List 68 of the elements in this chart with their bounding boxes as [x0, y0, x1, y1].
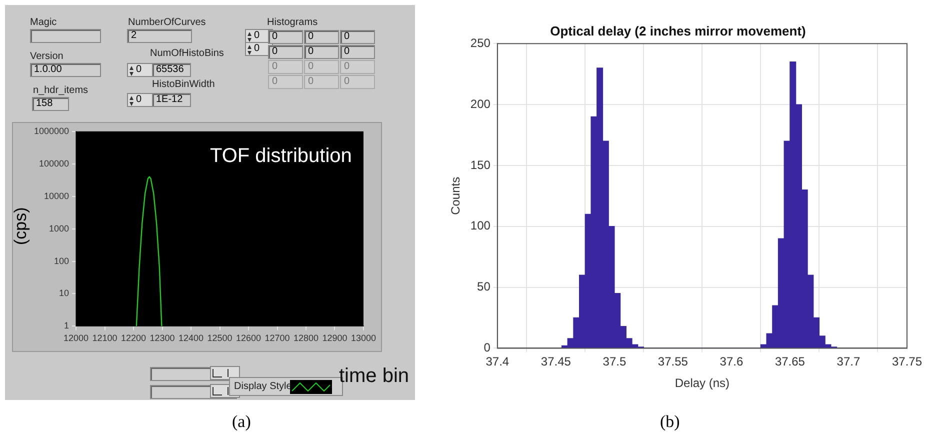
- text: 0: [245, 42, 273, 56]
- text: Histograms: [267, 17, 318, 28]
- text: (b): [660, 412, 680, 432]
- text: 0: [340, 75, 375, 89]
- y-tick-label: 100: [470, 218, 491, 233]
- text: 0: [127, 93, 155, 107]
- x-tick-label: 12000: [64, 333, 89, 344]
- y-axis-title: (cps): [11, 207, 31, 245]
- x-tick-label: 12600: [236, 333, 262, 344]
- x-axis-title: Delay (ns): [674, 376, 730, 390]
- y-tick-label: 100000: [38, 158, 70, 168]
- y-tick-label: 10: [59, 288, 70, 298]
- text: 0: [304, 45, 339, 59]
- y-axis-title: Counts: [448, 176, 463, 215]
- x-tick-label: 13000: [350, 333, 376, 344]
- text: 0: [304, 30, 339, 44]
- y-tick-label: 100: [54, 256, 70, 266]
- x-axis-title: time bin: [339, 365, 410, 388]
- x-tick-label: 37.55: [658, 354, 688, 369]
- text: NumOfHistoBins: [150, 48, 224, 59]
- text: 0: [340, 60, 375, 74]
- x-tick-label: 12700: [264, 333, 290, 344]
- x-tick-label: 37.6: [720, 354, 744, 369]
- x-tick-label: 12500: [207, 333, 232, 344]
- x-tick-label: 37.45: [540, 354, 572, 369]
- text: 0: [304, 75, 339, 89]
- text: 0: [268, 75, 303, 89]
- x-tick-label: 12200: [121, 333, 146, 344]
- y-tick-label: 250: [470, 36, 491, 50]
- text: 65536: [152, 63, 191, 77]
- y-tick-label: 1000000: [34, 126, 70, 136]
- y-tick-label: 150: [470, 158, 491, 172]
- annotation: TOF distribution: [210, 145, 352, 168]
- text: NumberOfCurves: [128, 17, 206, 28]
- x-tick-label: 37.5: [602, 354, 626, 369]
- y-tick-label: 10000: [44, 190, 70, 201]
- y-tick-label: 1: [64, 320, 70, 331]
- text: Magic: [30, 17, 57, 28]
- y-tick-label: 0: [484, 340, 491, 355]
- text: 0: [245, 29, 273, 43]
- y-tick-label: 1000: [49, 223, 70, 234]
- text: 0: [268, 45, 303, 59]
- x-tick-label: 37.7: [836, 354, 860, 369]
- text: 0: [340, 30, 375, 44]
- x-tick-label: 37.75: [892, 354, 922, 369]
- text: n_hdr_items: [33, 85, 88, 96]
- chart-title: Optical delay (2 inches mirror movement): [550, 23, 806, 38]
- text: HistoBinWidth: [152, 79, 215, 90]
- x-tick-label: 12900: [322, 333, 348, 344]
- x-tick-label: 12100: [92, 333, 118, 344]
- text: 2: [127, 29, 192, 43]
- text: 158: [32, 97, 69, 111]
- text: 1E-12: [152, 93, 191, 107]
- text: 0: [304, 60, 339, 74]
- text: Version: [30, 51, 64, 62]
- x-tick-label: 12800: [293, 333, 319, 344]
- text: (a): [232, 412, 251, 432]
- text: 0: [268, 30, 303, 44]
- y-tick-label: 50: [477, 280, 491, 294]
- y-tick-label: 200: [470, 96, 491, 111]
- x-tick-label: 37.65: [774, 354, 806, 369]
- text: 0: [268, 60, 303, 74]
- text: 1.0.00: [30, 63, 101, 77]
- x-tick-label: 12300: [150, 333, 175, 344]
- text: 0: [127, 63, 155, 77]
- x-tick-label: 12400: [178, 333, 204, 344]
- text: 0: [340, 45, 375, 59]
- x-tick-label: 37.4: [486, 354, 510, 369]
